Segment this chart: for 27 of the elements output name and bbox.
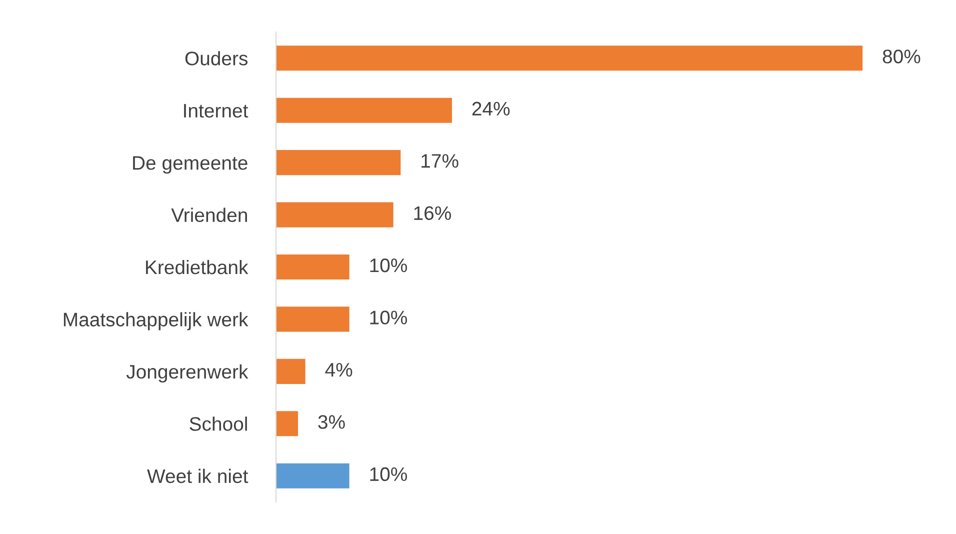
y-tick-label: De gemeente — [133, 156, 248, 174]
data-label: 10% — [370, 467, 407, 482]
bar — [276, 306, 350, 332]
data-label: 10% — [370, 258, 407, 272]
y-tick-label: Kredietbank — [146, 260, 248, 274]
data-label: 17% — [422, 154, 458, 168]
bar — [276, 46, 863, 71]
bar — [276, 358, 306, 384]
y-tick-label: Jongerenwerk — [126, 364, 248, 383]
bar — [276, 150, 401, 176]
data-label: 24% — [472, 102, 510, 116]
bar — [276, 463, 350, 488]
bar — [276, 98, 452, 123]
bar — [276, 202, 394, 228]
y-tick-label: Vrienden — [171, 208, 247, 222]
bar — [276, 254, 350, 280]
y-tick-label: School — [190, 416, 247, 431]
data-label: 16% — [414, 206, 451, 220]
y-tick-label: Maatschappelijk werk — [64, 312, 248, 330]
y-tick-label: Ouders — [185, 51, 248, 66]
data-label: 10% — [370, 310, 407, 324]
data-label: 80% — [882, 50, 920, 64]
data-label: 3% — [318, 415, 345, 429]
data-label: 4% — [325, 362, 352, 377]
y-tick-label: Internet — [184, 104, 248, 118]
y-tick-label: Weet ik niet — [147, 468, 248, 484]
bar — [276, 411, 298, 436]
